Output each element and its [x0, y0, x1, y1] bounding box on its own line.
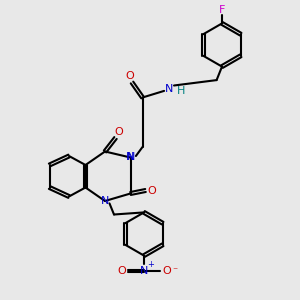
Text: N: N	[127, 152, 135, 163]
Text: ⁻: ⁻	[172, 266, 177, 276]
Text: N: N	[126, 152, 135, 163]
Text: O: O	[117, 266, 126, 276]
Text: N: N	[140, 266, 148, 276]
Text: N: N	[101, 196, 109, 206]
Text: O: O	[115, 127, 124, 137]
Text: O: O	[148, 185, 157, 196]
Text: F: F	[219, 5, 225, 15]
Text: O: O	[162, 266, 171, 276]
Text: H: H	[177, 86, 185, 96]
Text: N: N	[165, 83, 174, 94]
Text: +: +	[147, 260, 154, 269]
Text: O: O	[125, 71, 134, 81]
